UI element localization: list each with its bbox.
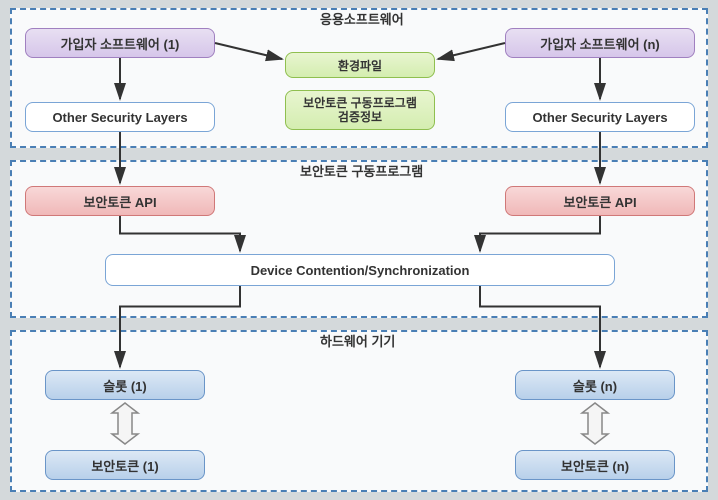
section-hardware-title: 하드웨어 기기 — [320, 331, 395, 350]
section-driver — [10, 160, 708, 318]
security-token-api-n: 보안토큰 API — [505, 186, 695, 216]
security-token-1: 보안토큰 (1) — [45, 450, 205, 480]
slot-1: 슬롯 (1) — [45, 370, 205, 400]
security-token-n: 보안토큰 (n) — [515, 450, 675, 480]
subscriber-software-1: 가입자 소프트웨어 (1) — [25, 28, 215, 58]
verification-info: 보안토큰 구동프로그램 검증정보 — [285, 90, 435, 130]
environment-file: 환경파일 — [285, 52, 435, 78]
section-driver-title: 보안토큰 구동프로그램 — [300, 161, 423, 180]
device-contention-sync: Device Contention/Synchronization — [105, 254, 615, 286]
other-security-layers-1: Other Security Layers — [25, 102, 215, 132]
subscriber-software-n: 가입자 소프트웨어 (n) — [505, 28, 695, 58]
security-token-api-1: 보안토큰 API — [25, 186, 215, 216]
other-security-layers-n: Other Security Layers — [505, 102, 695, 132]
slot-n: 슬롯 (n) — [515, 370, 675, 400]
section-application-title: 응용소프트웨어 — [320, 9, 404, 28]
